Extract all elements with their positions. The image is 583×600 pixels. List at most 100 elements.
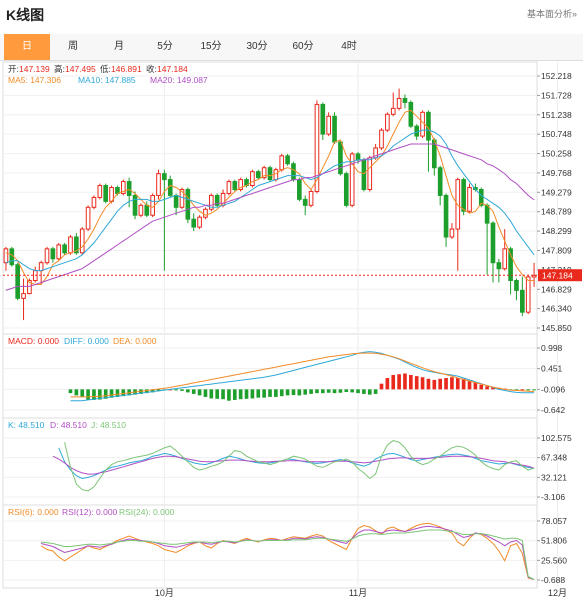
macd-bar xyxy=(350,389,354,393)
candle-body xyxy=(138,204,144,216)
macd-y-tick-label: -0.642 xyxy=(541,405,565,415)
macd-bar xyxy=(150,389,155,393)
tab-day[interactable]: 日 xyxy=(4,34,50,60)
macd-bar xyxy=(409,374,413,390)
macd-bar xyxy=(362,389,366,394)
tab-6[interactable]: 60分 xyxy=(292,41,314,52)
macd-bar xyxy=(479,384,484,390)
macd-bar xyxy=(297,389,302,396)
fundamental-analysis-link[interactable]: 基本面分析» xyxy=(526,9,577,19)
x-tick-label: 12月 xyxy=(548,588,567,598)
kdj-y-tick-label: -3.106 xyxy=(541,492,565,502)
candle-body xyxy=(390,107,396,115)
ma20-line xyxy=(5,143,535,291)
macd-bar xyxy=(279,389,284,397)
macd-bar xyxy=(197,389,202,396)
tab-1[interactable]: 周 xyxy=(68,41,78,52)
candle-body xyxy=(385,113,390,131)
candle-body xyxy=(267,167,273,181)
price-y-tick-label: 147.809 xyxy=(541,245,572,255)
rsi12-line xyxy=(40,525,535,580)
macd-bar xyxy=(86,389,90,400)
macd-bar xyxy=(303,389,308,395)
macd-bar xyxy=(332,389,337,394)
price-y-tick-label: 146.340 xyxy=(541,304,572,314)
macd-bar xyxy=(467,381,472,390)
candle-body xyxy=(38,262,44,272)
price-y-tick-label: 151.238 xyxy=(541,110,572,120)
macd-bar xyxy=(191,389,196,394)
price-y-tick-label: 149.768 xyxy=(541,168,572,178)
macd-bar xyxy=(98,389,102,400)
macd-bar xyxy=(485,386,489,390)
tab-2[interactable]: 月 xyxy=(114,41,124,52)
macd-bar xyxy=(103,389,108,399)
price-y-tick-label: 146.829 xyxy=(541,284,572,294)
candle-body xyxy=(326,115,332,135)
tab-7[interactable]: 4时 xyxy=(341,41,357,52)
rsi-y-tick-label: 78.057 xyxy=(541,516,567,526)
candle-body xyxy=(44,248,50,264)
macd-bar xyxy=(473,382,478,390)
price-y-tick-label: 151.728 xyxy=(541,90,572,100)
macd-bar xyxy=(403,373,407,390)
dea-line xyxy=(70,352,535,398)
tab-4[interactable]: 15分 xyxy=(200,41,222,52)
macd-bar xyxy=(526,389,531,391)
candle-body xyxy=(426,111,431,141)
macd-bar xyxy=(461,378,466,390)
macd-y-tick-label: 0.451 xyxy=(541,364,563,374)
macd-bar xyxy=(68,389,73,394)
price-y-tick-label: 145.850 xyxy=(541,323,572,333)
macd-bar xyxy=(291,389,296,396)
price-y-tick-label: 148.299 xyxy=(541,226,572,236)
candle-body xyxy=(226,181,232,194)
candle-body xyxy=(120,181,126,194)
candle-body xyxy=(291,163,296,181)
ma5-line xyxy=(5,109,535,285)
macd-bar xyxy=(156,389,161,392)
kdj-y-tick-label: 32.121 xyxy=(541,472,567,482)
period-tabs: 日 周 月 5分 15分 30分 60分 4时 xyxy=(0,34,583,61)
ma20-legend: MA20: 149.087 xyxy=(150,75,208,85)
tab-5[interactable]: 30分 xyxy=(246,41,268,52)
macd-bar xyxy=(520,389,525,391)
macd-bar xyxy=(238,389,243,400)
panel-frame xyxy=(2,504,538,589)
candle-body xyxy=(285,155,290,165)
macd-bar xyxy=(444,378,448,390)
tab-3[interactable]: 5分 xyxy=(157,41,173,52)
macd-bar xyxy=(144,389,149,394)
ohlc-value: 147.139 xyxy=(19,64,50,74)
macd-bar xyxy=(232,389,237,400)
candle-body xyxy=(408,101,414,127)
ohlc-label: 高: xyxy=(54,64,65,74)
macd-bar xyxy=(455,378,460,390)
rsi-y-tick-label: 25.560 xyxy=(541,555,567,565)
candle-body xyxy=(167,179,173,196)
candle-body xyxy=(531,274,537,278)
candle-body xyxy=(85,206,91,230)
candle-body xyxy=(126,181,132,196)
candle-body xyxy=(514,280,519,291)
d-legend: D: 48.510 xyxy=(50,420,87,430)
ohlc-label: 低: xyxy=(100,64,111,74)
ma10-line xyxy=(5,129,535,272)
macd-bar xyxy=(285,389,290,396)
candle-body xyxy=(173,194,179,208)
candle-body xyxy=(478,188,484,206)
ohlc-label: 开: xyxy=(8,64,19,74)
candle-body xyxy=(338,141,343,175)
k-legend: K: 48.510 xyxy=(8,420,45,430)
rsi-y-tick-label: -0.688 xyxy=(541,575,565,585)
candle-body xyxy=(443,194,449,238)
candle-body xyxy=(144,204,150,216)
ohlc-value: 147.184 xyxy=(157,64,188,74)
candle-body xyxy=(320,103,326,135)
dea-legend: DEA: 0.000 xyxy=(113,336,157,346)
candle-body xyxy=(261,167,267,179)
candle-body xyxy=(297,179,302,200)
macd-bar xyxy=(326,389,331,393)
candle-body xyxy=(396,97,402,109)
